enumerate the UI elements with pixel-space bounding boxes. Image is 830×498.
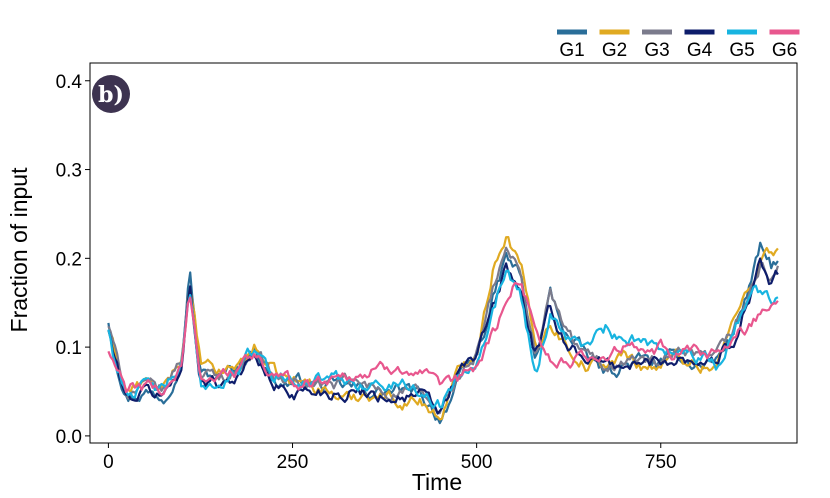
legend-label-g1: G1 — [559, 40, 584, 61]
y-axis-title: Fraction of input — [6, 167, 32, 333]
legend-label-g2: G2 — [602, 40, 627, 61]
panel-label-circle — [92, 75, 130, 113]
series-line-g6 — [107, 281, 779, 396]
series-line-g4 — [107, 257, 779, 415]
y-tick-label: 0.1 — [56, 338, 82, 359]
legend-label-g3: G3 — [644, 40, 669, 61]
y-axis-ticks: 0.0 0.1 0.2 0.3 0.4 — [56, 72, 90, 448]
y-tick-label: 0.2 — [56, 249, 82, 270]
legend-label-g6: G6 — [772, 40, 797, 61]
legend-label-g5: G5 — [729, 40, 754, 61]
panel-label: b) — [98, 82, 124, 108]
legend-label-g4: G4 — [687, 40, 713, 61]
series-line-g2 — [107, 236, 779, 421]
y-tick-label: 0.0 — [56, 427, 82, 448]
series-layer — [107, 236, 779, 425]
plot-area-frame — [89, 62, 798, 444]
series-line-g1 — [107, 241, 779, 425]
y-tick-label: 0.4 — [56, 72, 83, 93]
x-axis-title: Time — [412, 469, 462, 495]
x-tick-label: 500 — [461, 452, 493, 473]
series-line-g5 — [107, 269, 779, 409]
x-axis-ticks: 0 250 500 750 — [103, 443, 677, 473]
x-tick-label: 0 — [103, 452, 114, 473]
x-tick-label: 250 — [277, 452, 309, 473]
panel-label-badge: b) — [92, 75, 130, 113]
x-tick-label: 750 — [645, 452, 677, 473]
y-tick-label: 0.3 — [56, 161, 82, 182]
legend: G1 G2 G3 G4 G5 G6 — [557, 29, 800, 61]
series-line-g3 — [107, 246, 779, 415]
